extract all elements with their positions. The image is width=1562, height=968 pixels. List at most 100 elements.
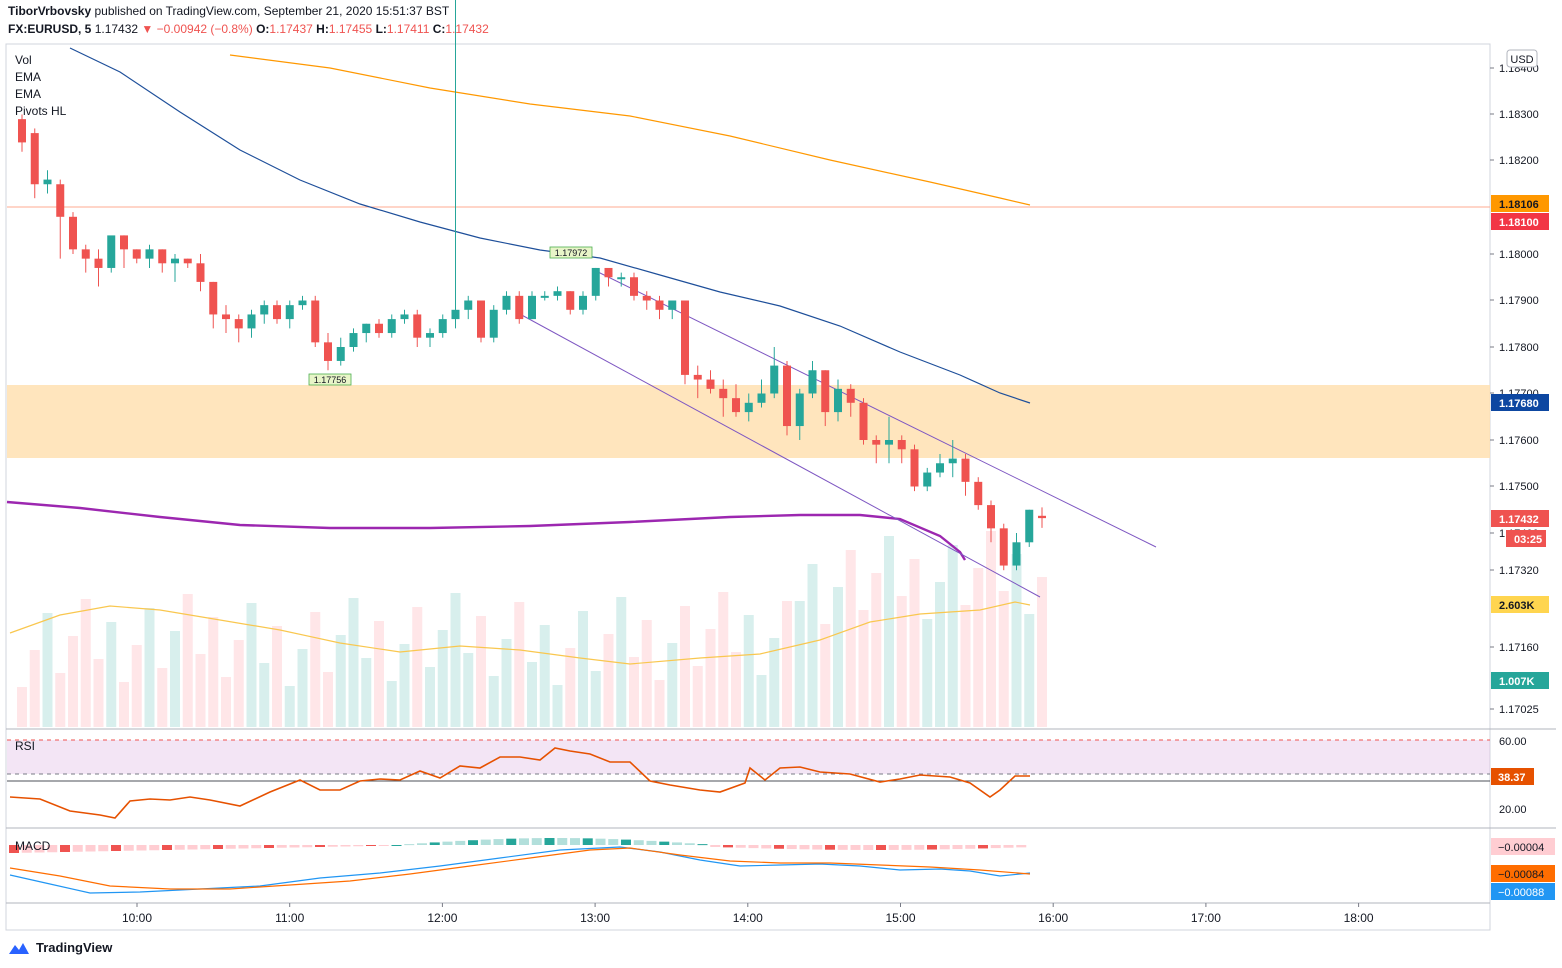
- macd-hist-bar: [404, 844, 415, 846]
- volume-bar: [425, 667, 435, 727]
- time-axis[interactable]: 10:00 11:00 12:00 13:00 14:00 15:00 16:00 17:00…: [122, 903, 1374, 925]
- macd-hist-bar: [480, 839, 491, 845]
- candle-body: [400, 314, 409, 320]
- legend-vol[interactable]: Vol: [15, 53, 32, 67]
- legend-ema-1[interactable]: EMA: [15, 70, 42, 84]
- candle-body: [744, 402, 753, 413]
- price-badge: [1491, 672, 1549, 689]
- volume-bar: [80, 599, 91, 727]
- candle-body: [961, 458, 970, 482]
- candle-body: [222, 314, 230, 320]
- macd-hist-bar: [825, 845, 835, 850]
- candle-body: [655, 300, 664, 310]
- currency-box[interactable]: [1506, 49, 1538, 68]
- legend-ema-2[interactable]: EMA: [15, 87, 42, 101]
- candle-body: [349, 333, 358, 347]
- candle-body: [1012, 542, 1021, 566]
- volume-bar: [412, 607, 423, 727]
- candle-body: [681, 300, 689, 375]
- candle-body: [81, 249, 90, 259]
- channel-upper-line[interactable]: [597, 271, 1157, 548]
- candle-body: [834, 388, 842, 413]
- candle-body: [18, 119, 26, 143]
- candle-body: [94, 258, 103, 268]
- volume-bar: [246, 603, 257, 727]
- time-tick-label: 11:00: [275, 911, 304, 925]
- macd-signal-badge: [1491, 865, 1555, 882]
- macd-hist-bar: [391, 845, 402, 846]
- macd-hist-bar: [468, 840, 478, 845]
- brand-name: TradingView: [36, 940, 113, 955]
- high-value: 1.17455: [328, 22, 373, 36]
- volume-bar: [871, 573, 882, 727]
- macd-signal-line[interactable]: [9, 847, 1031, 890]
- legend-pivots[interactable]: Pivots HL: [15, 104, 67, 118]
- macd-hist-bar: [455, 840, 466, 845]
- volume-bar: [514, 602, 525, 727]
- macd-hist-bar: [799, 845, 810, 850]
- last-price: 1.17432: [94, 22, 139, 36]
- candles: [18, 0, 1046, 571]
- candle-body: [540, 295, 549, 298]
- macd-hist-bar: [60, 845, 70, 852]
- macd-hist-bar: [238, 845, 249, 849]
- currency-label: USD: [1510, 54, 1533, 66]
- symbol-label[interactable]: FX:EURUSD, 5: [8, 22, 92, 36]
- author-name[interactable]: TiborVrbovsky: [8, 4, 92, 18]
- time-tick-label: 17:00: [1191, 911, 1221, 925]
- volume-bar: [743, 615, 754, 727]
- ema-slow-line[interactable]: [229, 54, 1031, 206]
- volume-bar: [1037, 577, 1047, 727]
- svg-text:1.17972: 1.17972: [555, 248, 588, 258]
- price-tick-label: 1.18200: [1499, 155, 1539, 167]
- volume-bar: [692, 666, 703, 727]
- volume-bar: [794, 601, 805, 727]
- macd-line[interactable]: [9, 846, 1031, 894]
- macd-hist-bar: [47, 845, 58, 853]
- volume-bar: [909, 559, 920, 727]
- volume-bar: [501, 639, 512, 727]
- candle-body: [196, 263, 205, 282]
- volume-bar: [170, 631, 180, 727]
- candle-body: [30, 133, 39, 185]
- channel-lower-line[interactable]: [517, 312, 1041, 598]
- candle-body: [948, 458, 957, 464]
- chart-frame: [5, 43, 1491, 931]
- candle-body: [69, 216, 77, 250]
- volume-bar: [131, 645, 142, 727]
- rsi-line[interactable]: [9, 747, 1030, 819]
- candle-body: [706, 379, 715, 389]
- macd-hist-bar: [417, 843, 427, 845]
- tradingview-logo-icon: [9, 942, 29, 954]
- footer-brand[interactable]: TradingView: [8, 940, 112, 955]
- candle-body: [311, 300, 320, 343]
- macd-hist-bar: [965, 845, 976, 849]
- macd-hist-bar: [723, 845, 733, 848]
- ema-fast-line[interactable]: [69, 47, 1031, 404]
- candle-body: [859, 402, 868, 440]
- volume-bar: [731, 652, 741, 727]
- pivot-hl-line[interactable]: [6, 500, 967, 561]
- volume-bar: [552, 685, 563, 727]
- volume-bar: [641, 620, 652, 727]
- macd-hist-bar: [493, 839, 504, 845]
- candle-body: [936, 463, 944, 473]
- price-axis[interactable]: 1.184001.183001.182001.180001.179001.178…: [1490, 63, 1539, 716]
- price-tick-label: 1.17900: [1499, 295, 1539, 307]
- time-tick-label: 13:00: [580, 911, 610, 925]
- macd-hist-bar: [608, 839, 619, 845]
- macd-hist-bar: [289, 845, 300, 848]
- volume-bar: [208, 617, 219, 727]
- volume-bar: [488, 676, 499, 727]
- volume-bar: [437, 630, 448, 727]
- indicator-legend: Vol EMA EMA Pivots HL: [15, 52, 66, 120]
- volume-bar: [705, 629, 716, 727]
- volume-bar: [476, 616, 486, 727]
- volume-bar: [680, 606, 690, 727]
- macd-hist-bar: [136, 845, 147, 851]
- price-badge: [1491, 213, 1549, 230]
- pivot-low-label: 1.17756: [308, 373, 352, 386]
- price-badge-text: 1.17680: [1499, 398, 1539, 410]
- open-value: 1.17437: [269, 22, 313, 36]
